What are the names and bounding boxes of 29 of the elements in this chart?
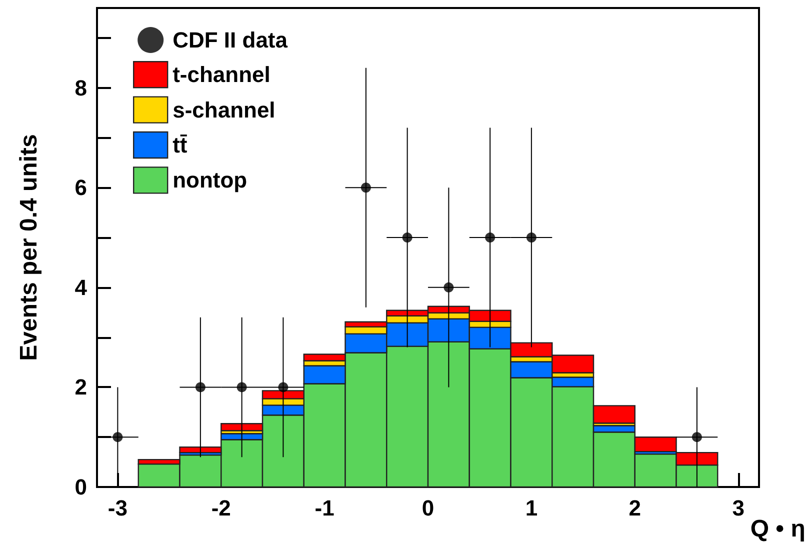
point: [526, 232, 536, 243]
point: [236, 382, 247, 392]
x-axis-title: Q • η: [750, 516, 806, 542]
legend-label: CDF II data: [172, 28, 288, 52]
x-tick-label: -2: [211, 496, 231, 520]
legend-label: tt̄: [172, 132, 188, 158]
x-tick-label: 1: [525, 496, 538, 520]
point: [402, 232, 412, 243]
point: [360, 182, 371, 193]
point: [195, 382, 206, 392]
y-tick-label: 4: [74, 274, 88, 300]
point: [112, 432, 123, 442]
point: [692, 432, 702, 442]
point: [444, 282, 454, 292]
point: [278, 382, 288, 392]
y-tick-label: 8: [74, 75, 87, 100]
y-axis-title: Events per 0.4 units: [16, 134, 42, 361]
x-tick-label: 3: [732, 496, 744, 520]
y-tick-label: 0: [74, 474, 87, 500]
x-tick-label: -3: [108, 496, 128, 520]
point: [485, 232, 496, 243]
legend-label: nontop: [172, 168, 248, 193]
x-tick-label: 0: [422, 496, 434, 520]
legend-label: s-channel: [172, 97, 276, 122]
x-tick-label: -1: [314, 496, 334, 520]
x-tick-label: 2: [628, 496, 642, 520]
y-tick-label: 2: [74, 374, 87, 400]
y-tick-label: 6: [74, 175, 87, 200]
legend-label: t-channel: [172, 62, 270, 88]
